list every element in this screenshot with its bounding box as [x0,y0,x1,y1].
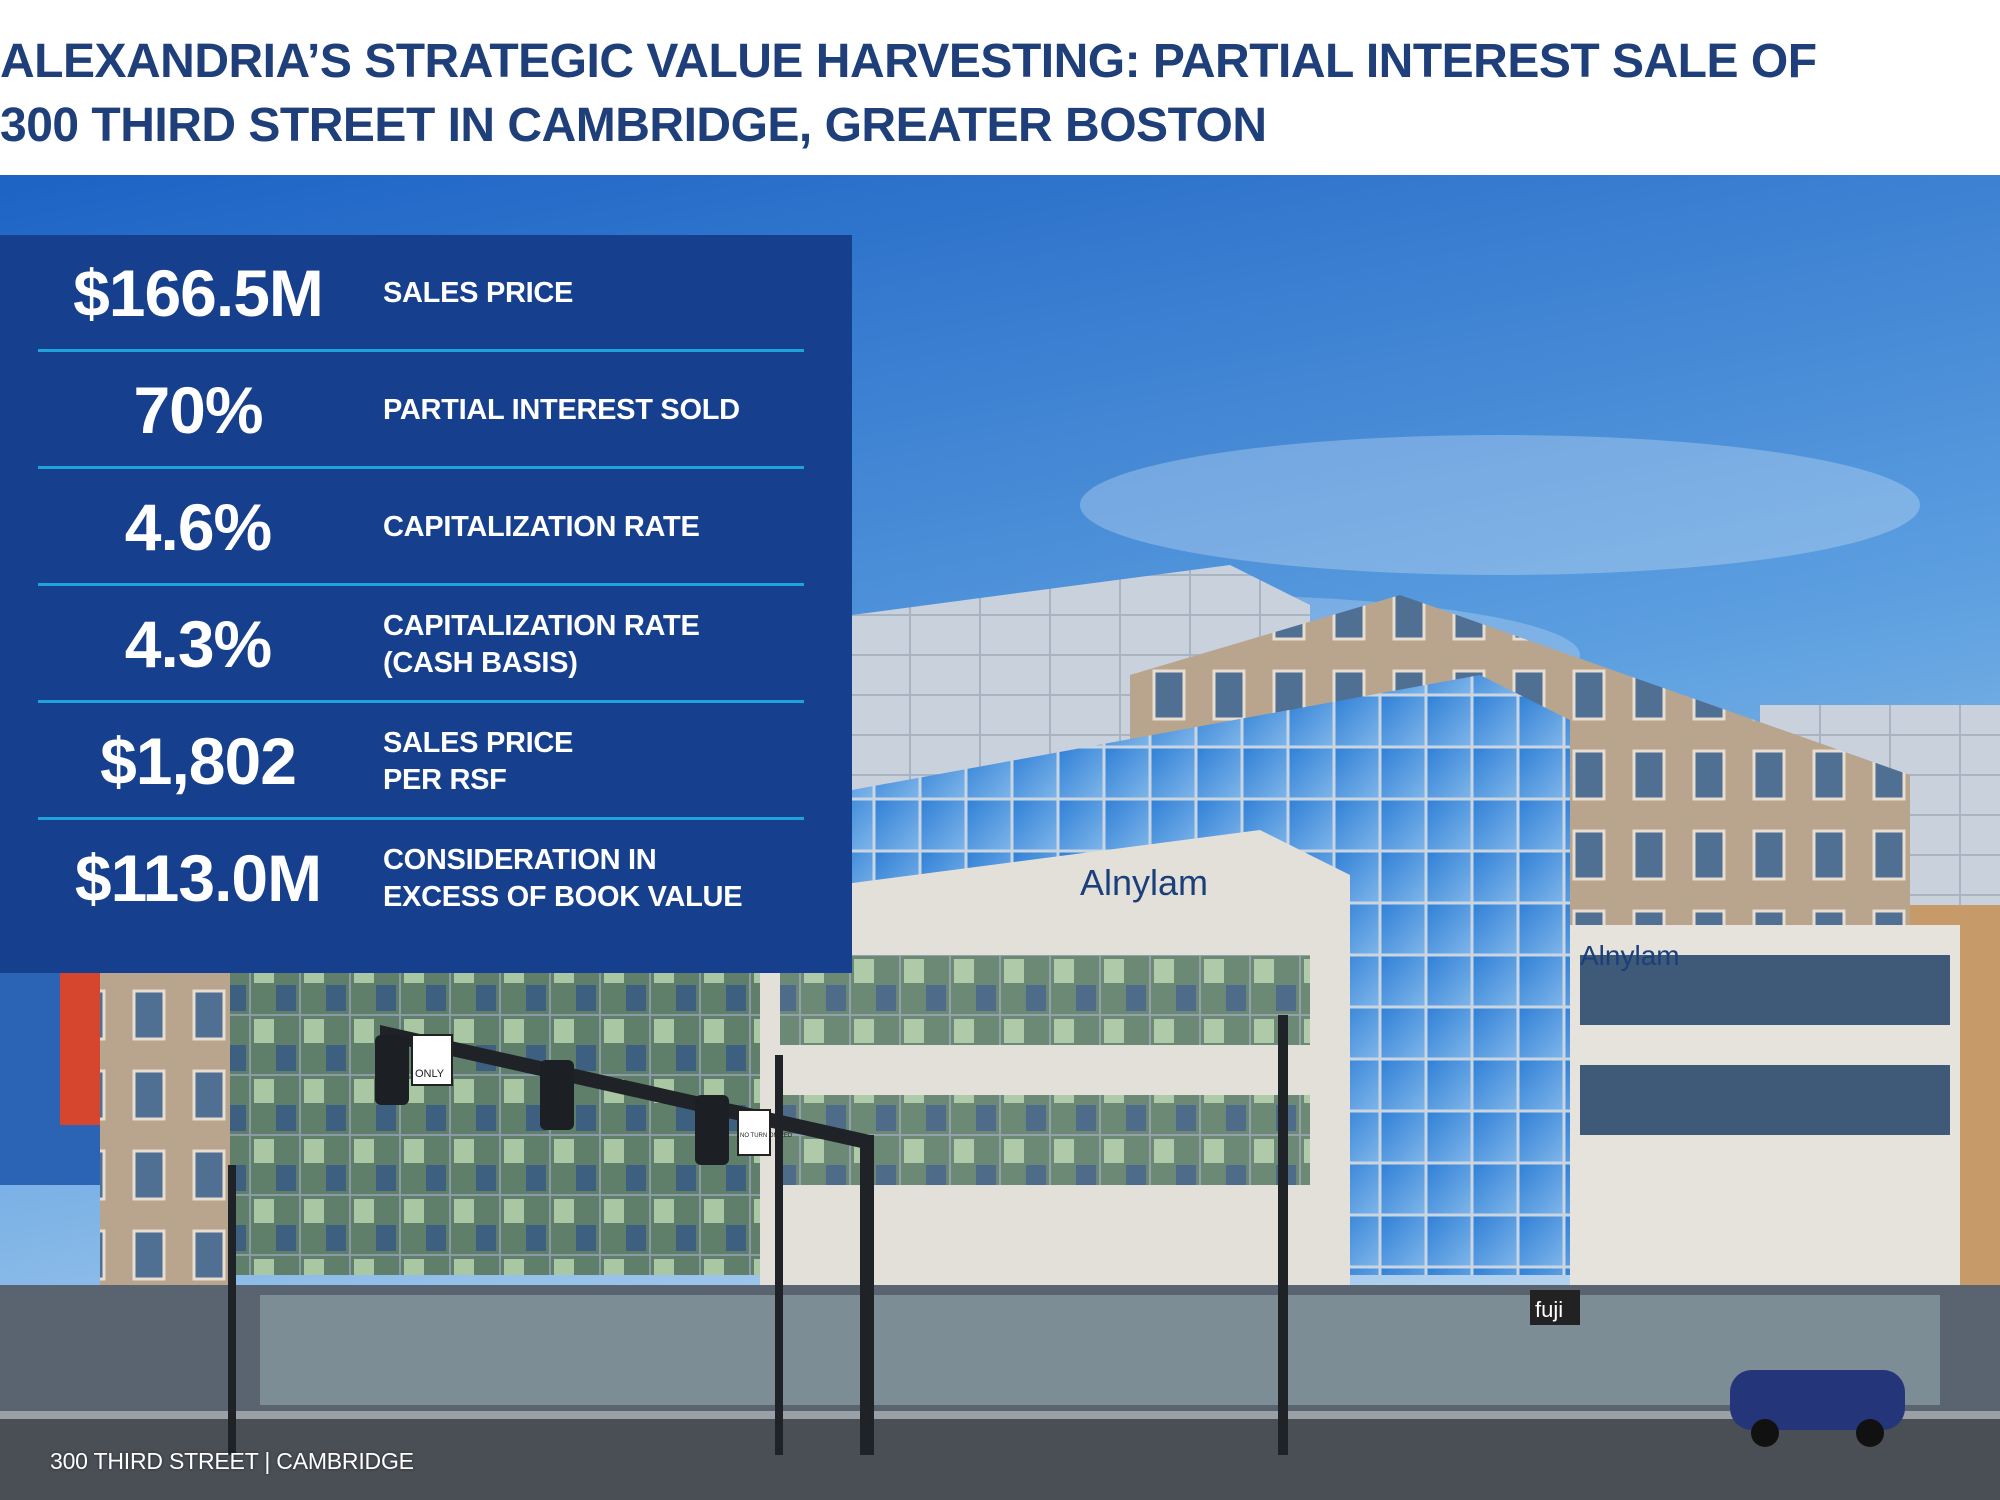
stat-label: SALES PRICE [383,235,803,352]
turn-only-sign: ONLY [415,1068,445,1080]
photo-caption: 300 THIRD STREET | CAMBRIDGE [50,1448,414,1474]
stat-row-consideration: $113.0M CONSIDERATION IN EXCESS OF BOOK … [38,820,804,937]
building-photo-illustration: Alnylam Alnylam fuji ONLY NO TURN ON RED [0,175,2000,1500]
stat-label-line: CONSIDERATION IN [383,843,657,876]
alnylam-sign: Alnylam [1080,862,1208,903]
stat-row-price-per-rsf: $1,802 SALES PRICE PER RSF [38,703,804,820]
stat-value: 4.3% [124,607,272,681]
stat-value: 4.6% [124,490,272,564]
stat-label: CONSIDERATION IN EXCESS OF BOOK VALUE [383,820,803,937]
page-title-line-1: ALEXANDRIA’S STRATEGIC VALUE HARVESTING:… [0,35,1817,88]
stat-row-cap-rate-cash: 4.3% CAPITALIZATION RATE (CASH BASIS) [38,586,804,703]
page-title: ALEXANDRIA’S STRATEGIC VALUE HARVESTING:… [0,30,1960,158]
stat-row-sales-price: $166.5M SALES PRICE [38,235,804,352]
stat-row-cap-rate: 4.6% CAPITALIZATION RATE [38,469,804,586]
stat-label-line: CAPITALIZATION RATE [383,511,700,543]
no-turn-on-red-sign: NO TURN ON RED [740,1133,793,1139]
stat-label-line: SALES PRICE [383,277,574,309]
stat-label-line: SALES PRICE [383,726,574,759]
stat-label-line: CAPITALIZATION RATE [383,609,700,642]
alnylam-side-sign: Alnylam [1580,940,1680,971]
stat-label: CAPITALIZATION RATE [383,469,803,586]
store-sign: fuji [1535,1297,1563,1322]
stat-label-line: PARTIAL INTEREST SOLD [383,394,740,426]
stat-value: 70% [133,373,263,447]
building-photo: Alnylam Alnylam fuji ONLY NO TURN ON RED [0,175,2000,1500]
stat-label: CAPITALIZATION RATE (CASH BASIS) [383,586,803,703]
stat-label: PARTIAL INTEREST SOLD [383,352,803,469]
stat-label: SALES PRICE PER RSF [383,703,803,820]
stat-value: $166.5M [73,256,324,330]
stat-row-partial-interest: 70% PARTIAL INTEREST SOLD [38,352,804,469]
stat-value: $113.0M [74,841,322,915]
stat-value: $1,802 [100,724,297,798]
stat-label-line: (CASH BASIS) [383,646,578,679]
stats-panel: $166.5M SALES PRICE 70% PARTIAL INTEREST… [0,235,852,973]
page-title-line-2: 300 THIRD STREET IN CAMBRIDGE, GREATER B… [0,99,1267,152]
stat-label-line: EXCESS OF BOOK VALUE [383,880,743,913]
stat-label-line: PER RSF [383,763,507,796]
